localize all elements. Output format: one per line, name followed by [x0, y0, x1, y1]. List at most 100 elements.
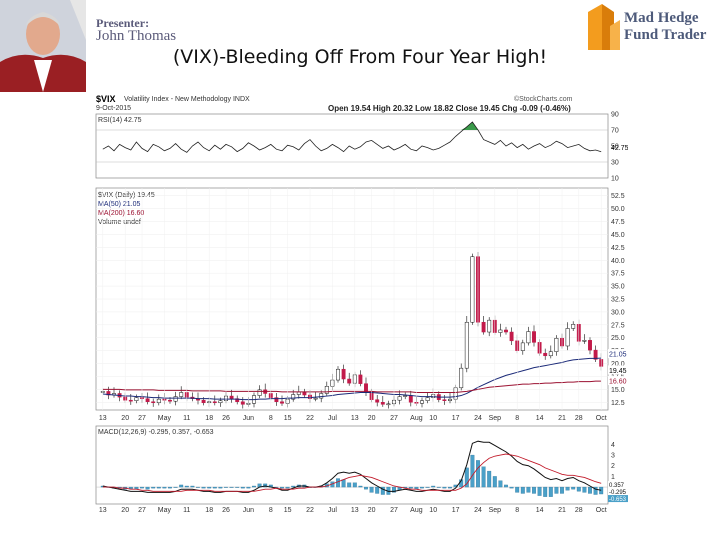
- macd-histogram-bar: [229, 486, 234, 488]
- price-x-tick-label: 28: [575, 415, 583, 422]
- price-tick-label: 12.5: [611, 400, 625, 407]
- price-x-tick-label: May: [158, 415, 172, 422]
- price-candle: [257, 389, 262, 396]
- brand-name: Mad Hedge Fund Trader: [624, 10, 706, 44]
- macd-x-tick-label: 21: [558, 507, 566, 514]
- price-candle: [593, 349, 598, 360]
- macd-line: [102, 440, 602, 493]
- ma200-line: [102, 380, 602, 393]
- macd-signal-line: [102, 453, 602, 492]
- price-tick-label: 15.0: [611, 387, 625, 394]
- macd-histogram-bar: [218, 486, 223, 489]
- price-tick-label: 50.0: [611, 206, 625, 213]
- price-candle: [408, 395, 413, 403]
- price-candle: [134, 397, 139, 401]
- macd-x-tick-label: 20: [368, 507, 376, 514]
- price-tick-label: 37.5: [611, 271, 625, 278]
- price-tick-label: 45.0: [611, 232, 625, 239]
- close-value-label-tag: [608, 365, 628, 375]
- macd-x-tick-label: 22: [306, 507, 314, 514]
- price-candle: [168, 399, 172, 402]
- price-candle: [324, 386, 329, 394]
- macd-histogram-bar: [190, 485, 195, 488]
- macd-x-tick-label: 8: [515, 507, 519, 514]
- macd-histogram-bar: [548, 486, 553, 497]
- price-tick-label: 40.0: [611, 258, 625, 265]
- macd-tick-label: 1: [611, 474, 615, 481]
- macd-value-tag: [608, 488, 628, 496]
- macd-histogram-bar: [425, 486, 430, 488]
- macd-histogram-bar: [543, 486, 548, 497]
- macd-x-tick-label: 10: [429, 507, 437, 514]
- price-candle: [291, 394, 296, 400]
- macd-histogram-bar: [565, 486, 570, 491]
- price-candle: [235, 398, 240, 402]
- price-candle: [151, 401, 156, 404]
- price-x-tick-label: 11: [183, 415, 190, 422]
- price-candle: [520, 342, 525, 351]
- macd-x-tick-label: 14: [536, 507, 544, 514]
- presenter-tag: Presenter: John Thomas: [96, 17, 177, 44]
- rsi-tick-label: 70: [611, 128, 619, 135]
- ma50-line: [102, 357, 602, 401]
- price-tick-label: 32.5: [611, 297, 625, 304]
- macd-histogram-bar: [470, 454, 475, 488]
- price-legend-volume: Volume undef: [98, 219, 141, 226]
- price-candle: [425, 397, 430, 401]
- macd-histogram-bar: [576, 486, 581, 492]
- price-legend-ma50: MA(50) 21.05: [98, 201, 141, 208]
- price-candle: [280, 401, 284, 404]
- chart-date: 9-Oct-2015: [96, 105, 131, 112]
- macd-histogram-bar: [537, 486, 542, 496]
- presenter-photo: [0, 0, 86, 92]
- rsi-tick-label: 90: [611, 112, 619, 119]
- macd-histogram-bar: [392, 486, 396, 493]
- price-candle: [565, 328, 570, 347]
- price-x-tick-label: 26: [222, 415, 230, 422]
- price-candle: [554, 337, 559, 352]
- macd-histogram-bar: [436, 486, 441, 488]
- price-candle: [341, 368, 346, 380]
- ma50-value-label-tag: [608, 349, 628, 359]
- macd-value-label: 0.357: [609, 483, 625, 489]
- price-x-tick-label: 24: [474, 415, 482, 422]
- presenter-name: John Thomas: [96, 28, 177, 44]
- price-candle: [145, 398, 150, 402]
- price-x-tick-label: 18: [205, 415, 213, 422]
- price-candle: [543, 352, 548, 357]
- macd-value-tag: [608, 495, 628, 503]
- price-x-tick-label: 22: [306, 415, 314, 422]
- price-candle: [420, 400, 424, 404]
- rsi-last-value: 42.75: [611, 145, 628, 152]
- macd-histogram-bar: [352, 482, 357, 488]
- ma50-value-label: 21.05: [609, 352, 627, 359]
- price-x-tick-label: 17: [452, 415, 460, 422]
- macd-histogram-bar: [280, 486, 284, 489]
- rsi-tick-label: 10: [611, 176, 619, 183]
- macd-x-tick-label: May: [158, 507, 172, 514]
- macd-histogram-bar: [240, 486, 245, 489]
- macd-x-tick-label: 26: [222, 507, 230, 514]
- price-candle: [397, 396, 402, 401]
- macd-histogram-bar: [207, 486, 212, 489]
- macd-value-tag: [608, 481, 628, 489]
- price-tick-label: 20.0: [611, 361, 625, 368]
- rsi-panel: RSI(14) 42.75: [95, 113, 609, 179]
- macd-histogram-bar: [532, 486, 536, 494]
- price-x-tick-label: 13: [351, 415, 359, 422]
- macd-x-tick-label: 13: [351, 507, 359, 514]
- macd-histogram-bar: [196, 486, 200, 488]
- brand-line-2: Fund Trader: [624, 27, 707, 43]
- price-candle: [364, 383, 368, 393]
- macd-histogram-bar: [347, 482, 352, 488]
- price-candle: [386, 403, 391, 406]
- ma200-value-label-tag: [608, 376, 628, 386]
- macd-histogram-bar: [291, 485, 296, 488]
- price-x-tick-label: 20: [121, 415, 129, 422]
- macd-histogram-bar: [520, 486, 525, 494]
- macd-histogram-bar: [173, 486, 178, 488]
- price-candle: [548, 351, 553, 357]
- macd-histogram-bar: [224, 486, 228, 488]
- price-candle: [336, 368, 340, 381]
- macd-histogram-bar: [341, 479, 346, 488]
